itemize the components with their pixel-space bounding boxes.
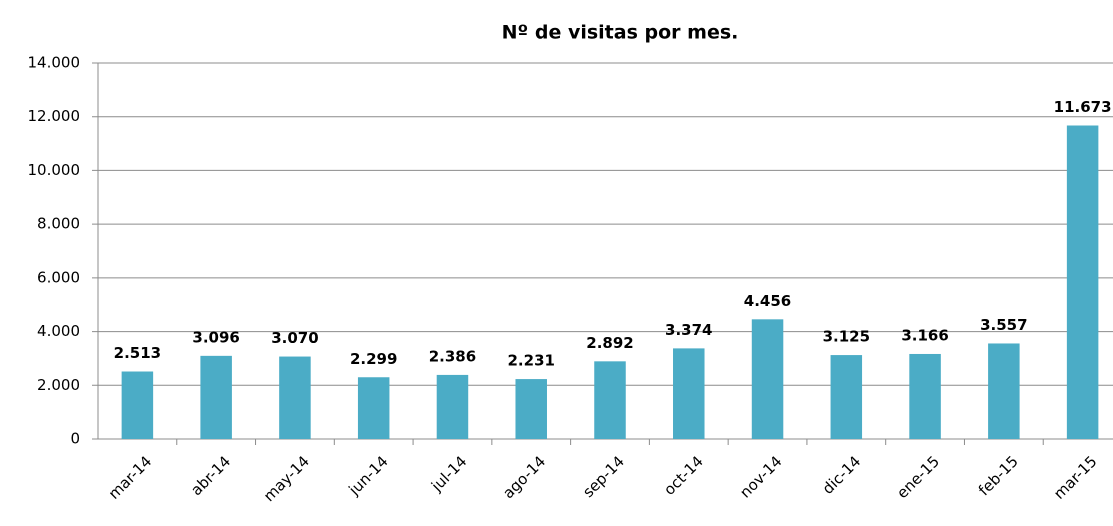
x-tick-label: ene-15 <box>893 452 943 502</box>
value-label: 3.125 <box>823 328 870 346</box>
bar <box>357 377 390 439</box>
bar <box>594 361 626 439</box>
x-tick-label: may-14 <box>260 452 313 505</box>
y-tick-label: 14.000 <box>28 54 81 72</box>
x-tick-label: feb-15 <box>975 452 1022 499</box>
value-label: 3.096 <box>192 328 239 346</box>
value-label: 4.456 <box>744 292 791 310</box>
bar <box>436 374 469 439</box>
value-label: 3.166 <box>901 326 948 344</box>
value-label: 2.513 <box>114 344 161 362</box>
bar <box>121 371 154 439</box>
bar <box>830 355 863 439</box>
x-tick-label: dic-14 <box>819 452 865 498</box>
x-tick-label: mar-15 <box>1050 452 1101 503</box>
value-label: 2.299 <box>350 350 397 368</box>
x-tick-label: ago-14 <box>499 452 549 502</box>
y-tick-label: 4.000 <box>37 322 80 340</box>
value-label: 2.386 <box>429 347 476 365</box>
x-tick-label: mar-14 <box>105 452 156 503</box>
bar <box>909 353 941 439</box>
bar <box>751 319 784 439</box>
value-label: 2.231 <box>508 352 555 370</box>
y-tick-label: 8.000 <box>37 215 80 233</box>
value-label: 2.892 <box>586 334 633 352</box>
value-label: 3.374 <box>665 321 712 339</box>
x-tick-label: nov-14 <box>736 452 785 501</box>
y-tick-label: 10.000 <box>28 161 81 179</box>
bar <box>515 379 547 439</box>
x-tick-label: abr-14 <box>187 452 234 499</box>
bar <box>988 343 1020 439</box>
bar <box>200 355 232 439</box>
y-tick-label: 6.000 <box>37 268 80 286</box>
value-label: 11.673 <box>1054 98 1112 116</box>
y-tick-label: 0 <box>70 430 80 448</box>
bar <box>279 356 311 439</box>
x-tick-label: sep-14 <box>579 452 628 501</box>
value-label: 3.557 <box>980 316 1027 334</box>
x-tick-label: jul-14 <box>427 452 470 495</box>
bar <box>673 348 705 439</box>
x-tick-label: oct-14 <box>660 452 707 499</box>
x-tick-label: jun-14 <box>345 452 392 499</box>
y-tick-label: 12.000 <box>28 107 81 125</box>
chart-title: Nº de visitas por mes. <box>502 22 739 44</box>
y-tick-label: 2.000 <box>37 376 80 394</box>
value-label: 3.070 <box>271 329 318 347</box>
bar <box>1066 125 1099 439</box>
